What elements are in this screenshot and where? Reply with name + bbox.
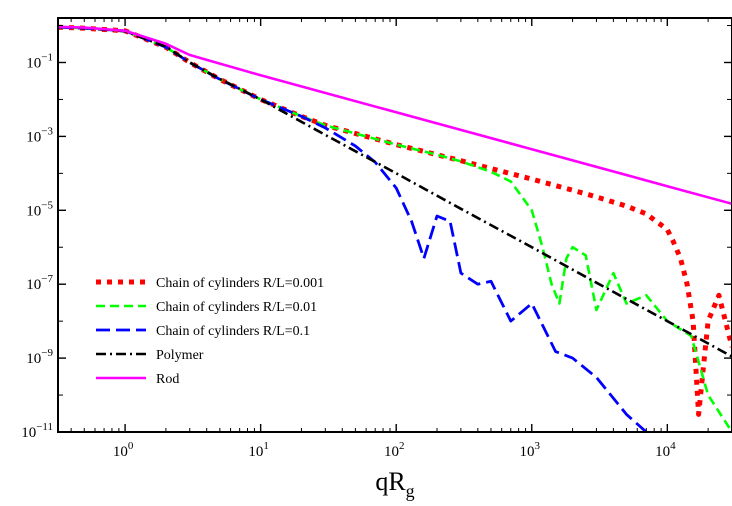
legend-label-2: Chain of cylinders R/L=0.01	[156, 300, 317, 315]
x-tick-label: 100	[113, 440, 134, 460]
series-layer	[58, 24, 732, 432]
x-tick-label: 101	[248, 440, 269, 460]
legend-label-1: Chain of cylinders R/L=0.001	[156, 276, 324, 291]
x-axis-title-main: qR	[375, 467, 406, 496]
x-axis-title-sub: g	[406, 481, 415, 501]
series-line-5	[58, 25, 732, 206]
x-tick-label: 102	[384, 440, 405, 460]
series-line-3	[58, 25, 648, 432]
legend: Chain of cylinders R/L=0.001 Chain of cyl…	[96, 276, 324, 387]
y-tick-label: 10−7	[26, 273, 53, 293]
y-tick-label: 10−1	[26, 51, 53, 71]
y-tick-label: 10−9	[26, 347, 53, 367]
y-tick-label: 10−5	[26, 199, 53, 219]
x-tick-label: 104	[655, 440, 676, 460]
ticks-layer: 100 101 102 103 104 10−11 10−9 10−7 10−5 10−3 10−1	[21, 18, 732, 460]
legend-label-3: Chain of cylinders R/L=0.1	[156, 324, 310, 339]
x-tick-label: 103	[520, 440, 541, 460]
legend-label-4: Polymer	[156, 348, 204, 363]
legend-label-5: Rod	[156, 372, 179, 387]
x-axis-title: qRg	[375, 467, 414, 501]
plot-frame	[57, 17, 732, 433]
y-tick-label: 10−11	[21, 421, 53, 441]
y-tick-label: 10−3	[26, 125, 53, 145]
